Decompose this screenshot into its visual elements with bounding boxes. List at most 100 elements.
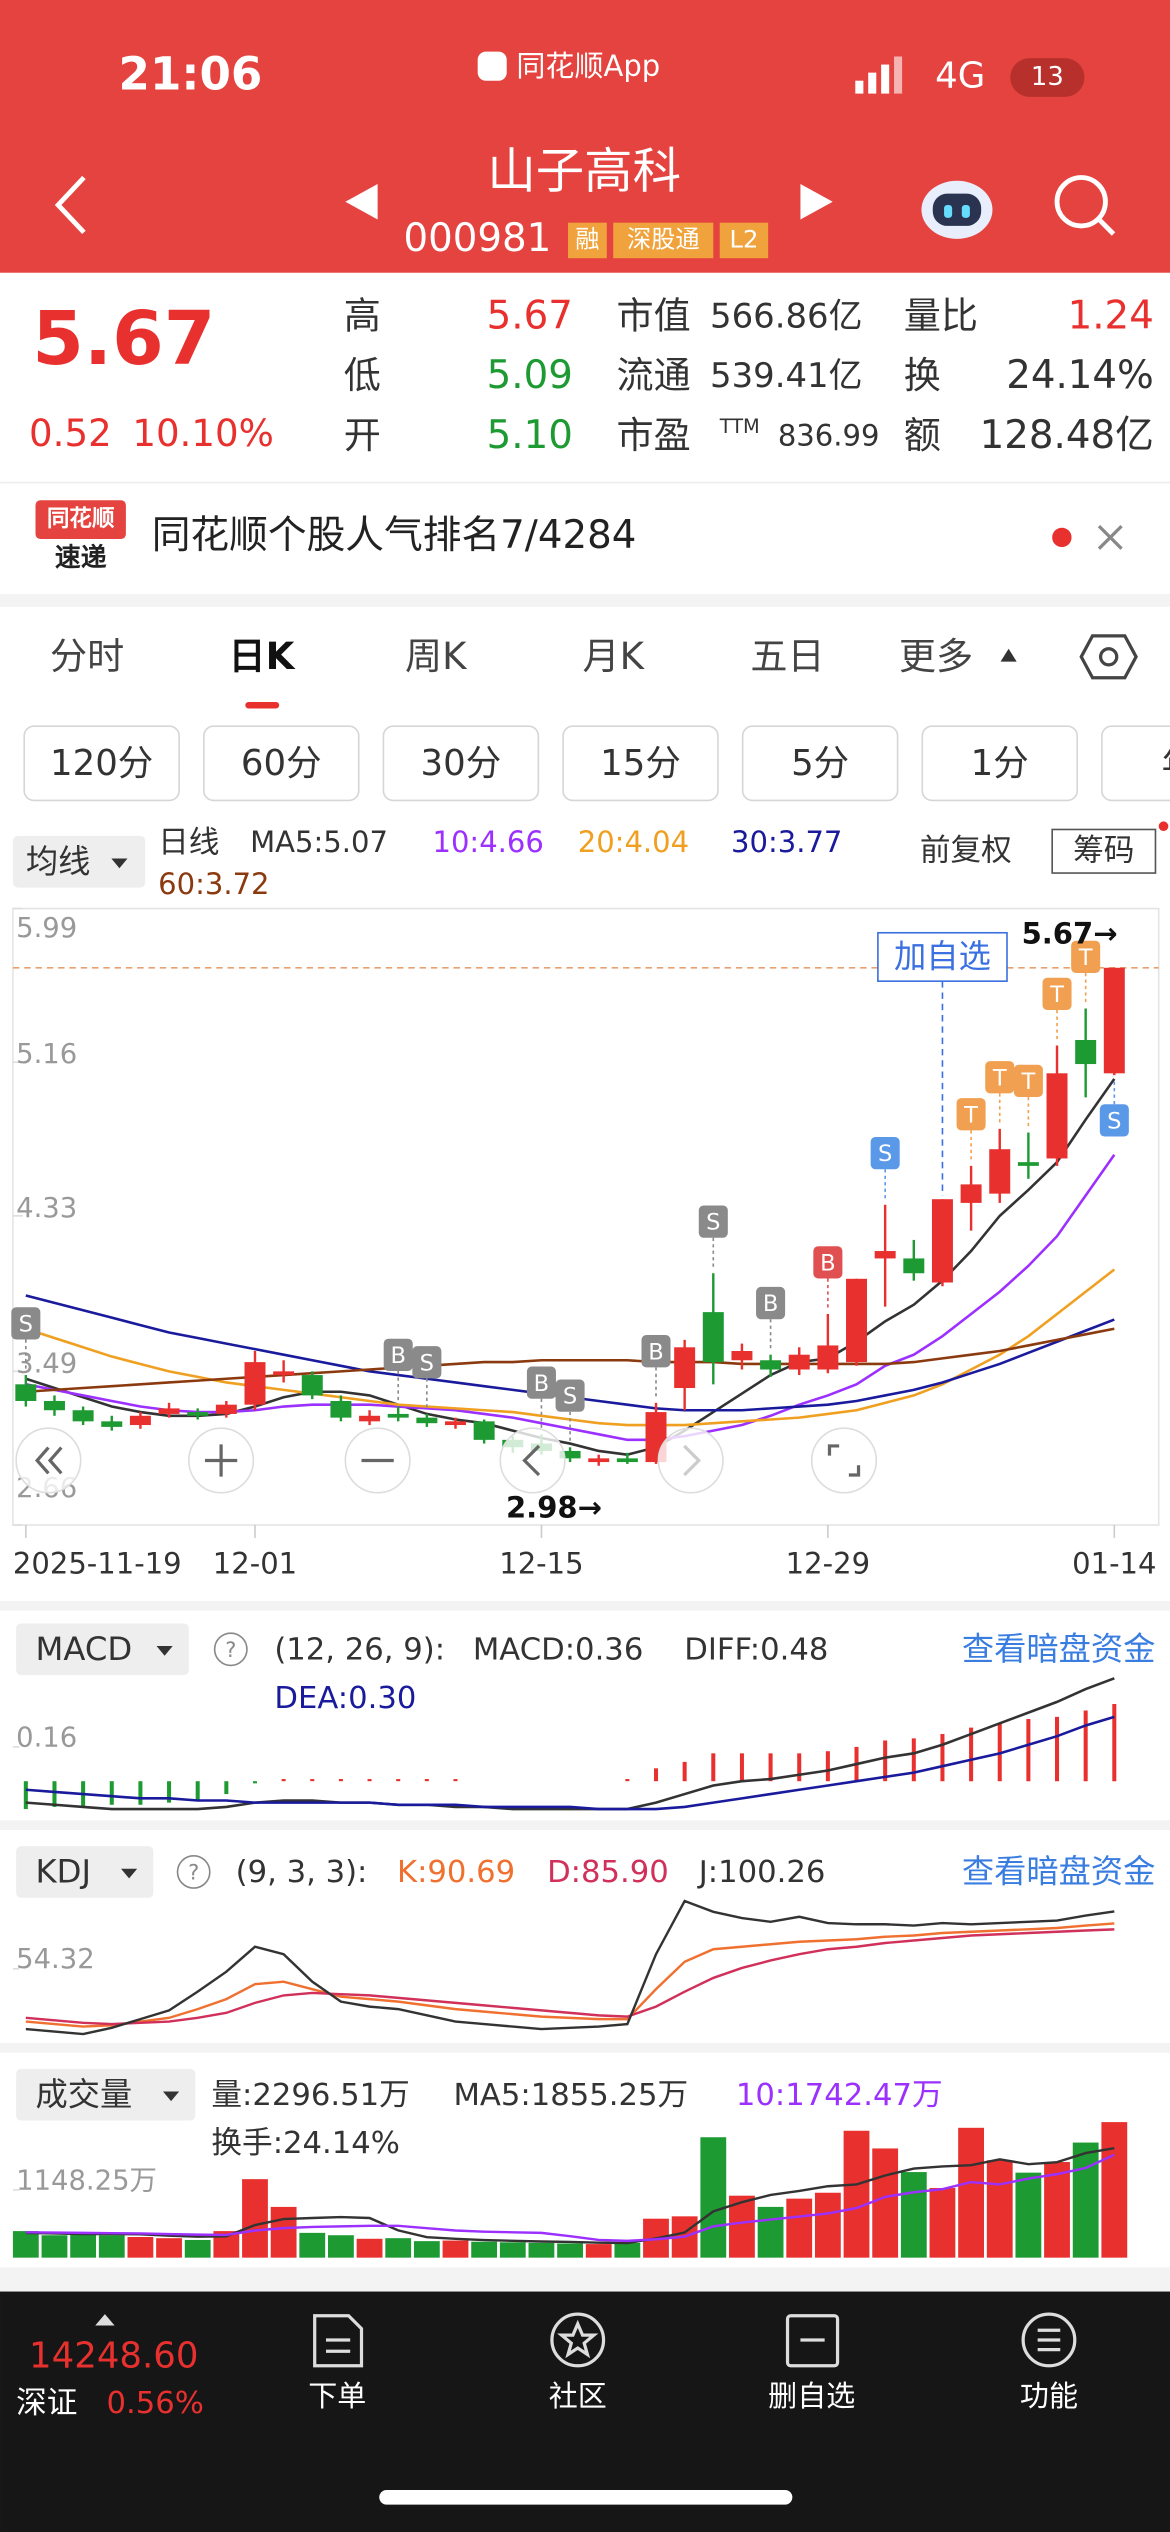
volume-bar	[900, 2172, 927, 2258]
panel-link[interactable]: 查看暗盘资金	[962, 1630, 1156, 1668]
quote-value: 5.67	[487, 293, 573, 338]
help-icon[interactable]	[176, 1855, 211, 1889]
candle-body	[731, 1350, 753, 1361]
quote-label: 开	[344, 414, 381, 457]
candle-body	[1017, 1162, 1039, 1166]
ma-legend: 60:3.72	[158, 867, 269, 901]
tag: L2	[730, 225, 759, 253]
tab[interactable]: 五日	[750, 635, 824, 678]
period-button[interactable]	[562, 725, 719, 802]
banner-text[interactable]: 同花顺个股人气排名7/4284	[152, 513, 637, 558]
panel-label: MA5:1855.25万	[453, 2078, 688, 2113]
candle-body	[473, 1421, 495, 1440]
panel-button-bg[interactable]	[16, 1846, 154, 1898]
period-button[interactable]	[203, 725, 360, 802]
period-button[interactable]	[741, 725, 899, 802]
quote-label: 市值	[616, 294, 690, 337]
ma-legend: 10:4.66	[432, 825, 543, 859]
control[interactable]	[657, 1427, 724, 1494]
signal-label: B	[534, 1371, 550, 1397]
close-banner[interactable]	[1097, 524, 1123, 550]
help-icon[interactable]	[213, 1632, 248, 1667]
candle-body	[817, 1345, 839, 1370]
period-button[interactable]	[1101, 725, 1170, 802]
volume-bar	[299, 2232, 326, 2258]
legend-button[interactable]: 均线	[26, 842, 91, 880]
stock-code: 000981	[403, 216, 551, 261]
signal-badge	[383, 1338, 413, 1372]
panel-label: D:85.90	[547, 1855, 669, 1890]
volume-bar	[528, 2242, 555, 2258]
panel-button-bg[interactable]	[16, 1623, 189, 1676]
tab[interactable]: 日K	[229, 635, 296, 678]
prev-stock[interactable]	[345, 183, 378, 220]
candle-body	[846, 1278, 868, 1363]
ma-legend: MA5:5.07	[250, 825, 388, 859]
volume-ma-line	[25, 2153, 1115, 2243]
settings-icon[interactable]	[1079, 634, 1138, 680]
candle-body	[931, 1199, 953, 1283]
y-tick-label: 5.99	[16, 913, 77, 944]
quote-label: 量比	[904, 294, 978, 337]
back-button[interactable]	[54, 175, 86, 235]
volume-bar	[413, 2241, 440, 2258]
tab[interactable]: 月K	[583, 635, 646, 678]
robot-icon[interactable]	[921, 180, 993, 239]
period-label: 120分	[50, 743, 153, 784]
quote-value: 539.41亿	[710, 356, 862, 395]
chips-button-bg[interactable]	[1051, 828, 1157, 874]
volume-bar	[70, 2232, 97, 2258]
candle-body	[244, 1362, 266, 1405]
next-stock[interactable]	[800, 183, 833, 220]
signal-label: T	[1049, 982, 1064, 1008]
volume-bar	[814, 2192, 841, 2258]
candle-body	[416, 1417, 438, 1424]
gap	[0, 593, 1170, 607]
nav-item[interactable]: 社区	[549, 2379, 607, 2413]
search-icon[interactable]	[1054, 175, 1116, 236]
control[interactable]	[499, 1427, 566, 1494]
tab[interactable]: 更多	[899, 635, 973, 678]
signal-label: T	[992, 1065, 1007, 1091]
dropdown	[121, 1868, 138, 1879]
quote-value: 566.86亿	[710, 296, 862, 335]
period-button[interactable]	[382, 725, 540, 802]
panel-title[interactable]: MACD	[36, 1630, 133, 1668]
period-button[interactable]	[23, 725, 180, 802]
legend-button-bg[interactable]	[12, 835, 146, 888]
kdj-chart: 54.32	[12, 1899, 1115, 2036]
nav-item[interactable]: 功能	[1020, 2379, 1078, 2413]
adjust[interactable]: 前复权	[920, 834, 1012, 869]
signal-label: B	[763, 1291, 779, 1317]
panel-link[interactable]: 查看暗盘资金	[962, 1853, 1156, 1891]
panel-button-bg[interactable]	[16, 2068, 196, 2121]
panel-label: 换手:24.14%	[211, 2126, 400, 2161]
tab[interactable]: 周K	[405, 635, 468, 678]
expand-arrow[interactable]	[95, 2314, 115, 2326]
nav-item[interactable]: 下单	[308, 2379, 366, 2413]
control[interactable]	[810, 1427, 878, 1494]
signal-label: S	[706, 1210, 720, 1236]
nav-item[interactable]: 删自选	[768, 2379, 855, 2413]
quote-value: 5.09	[487, 353, 573, 398]
panel-title[interactable]: 成交量	[36, 2075, 133, 2113]
candle-body	[15, 1384, 37, 1401]
candle-body	[158, 1408, 180, 1414]
tab[interactable]: 分时	[50, 635, 124, 678]
nav-icons	[313, 2312, 1077, 2368]
chips-button[interactable]: 筹码	[1073, 834, 1134, 869]
low-annotation: 2.98→	[506, 1490, 602, 1524]
volume-bar	[757, 2206, 784, 2258]
watch-button-bg[interactable]	[877, 931, 1008, 982]
volume-bar	[156, 2238, 182, 2258]
panel-title[interactable]: KDJ	[36, 1853, 92, 1891]
tag: 深股通	[627, 225, 700, 253]
quote-label: 低	[344, 354, 381, 397]
kdj-line	[25, 1899, 1115, 2036]
tag: 融	[575, 225, 599, 253]
x-tick-label: 01-14	[1072, 1546, 1156, 1580]
candle-body	[72, 1410, 94, 1422]
period-button[interactable]	[921, 725, 1079, 802]
volume-bar	[499, 2242, 526, 2258]
status-app: 同花顺App	[516, 49, 660, 83]
